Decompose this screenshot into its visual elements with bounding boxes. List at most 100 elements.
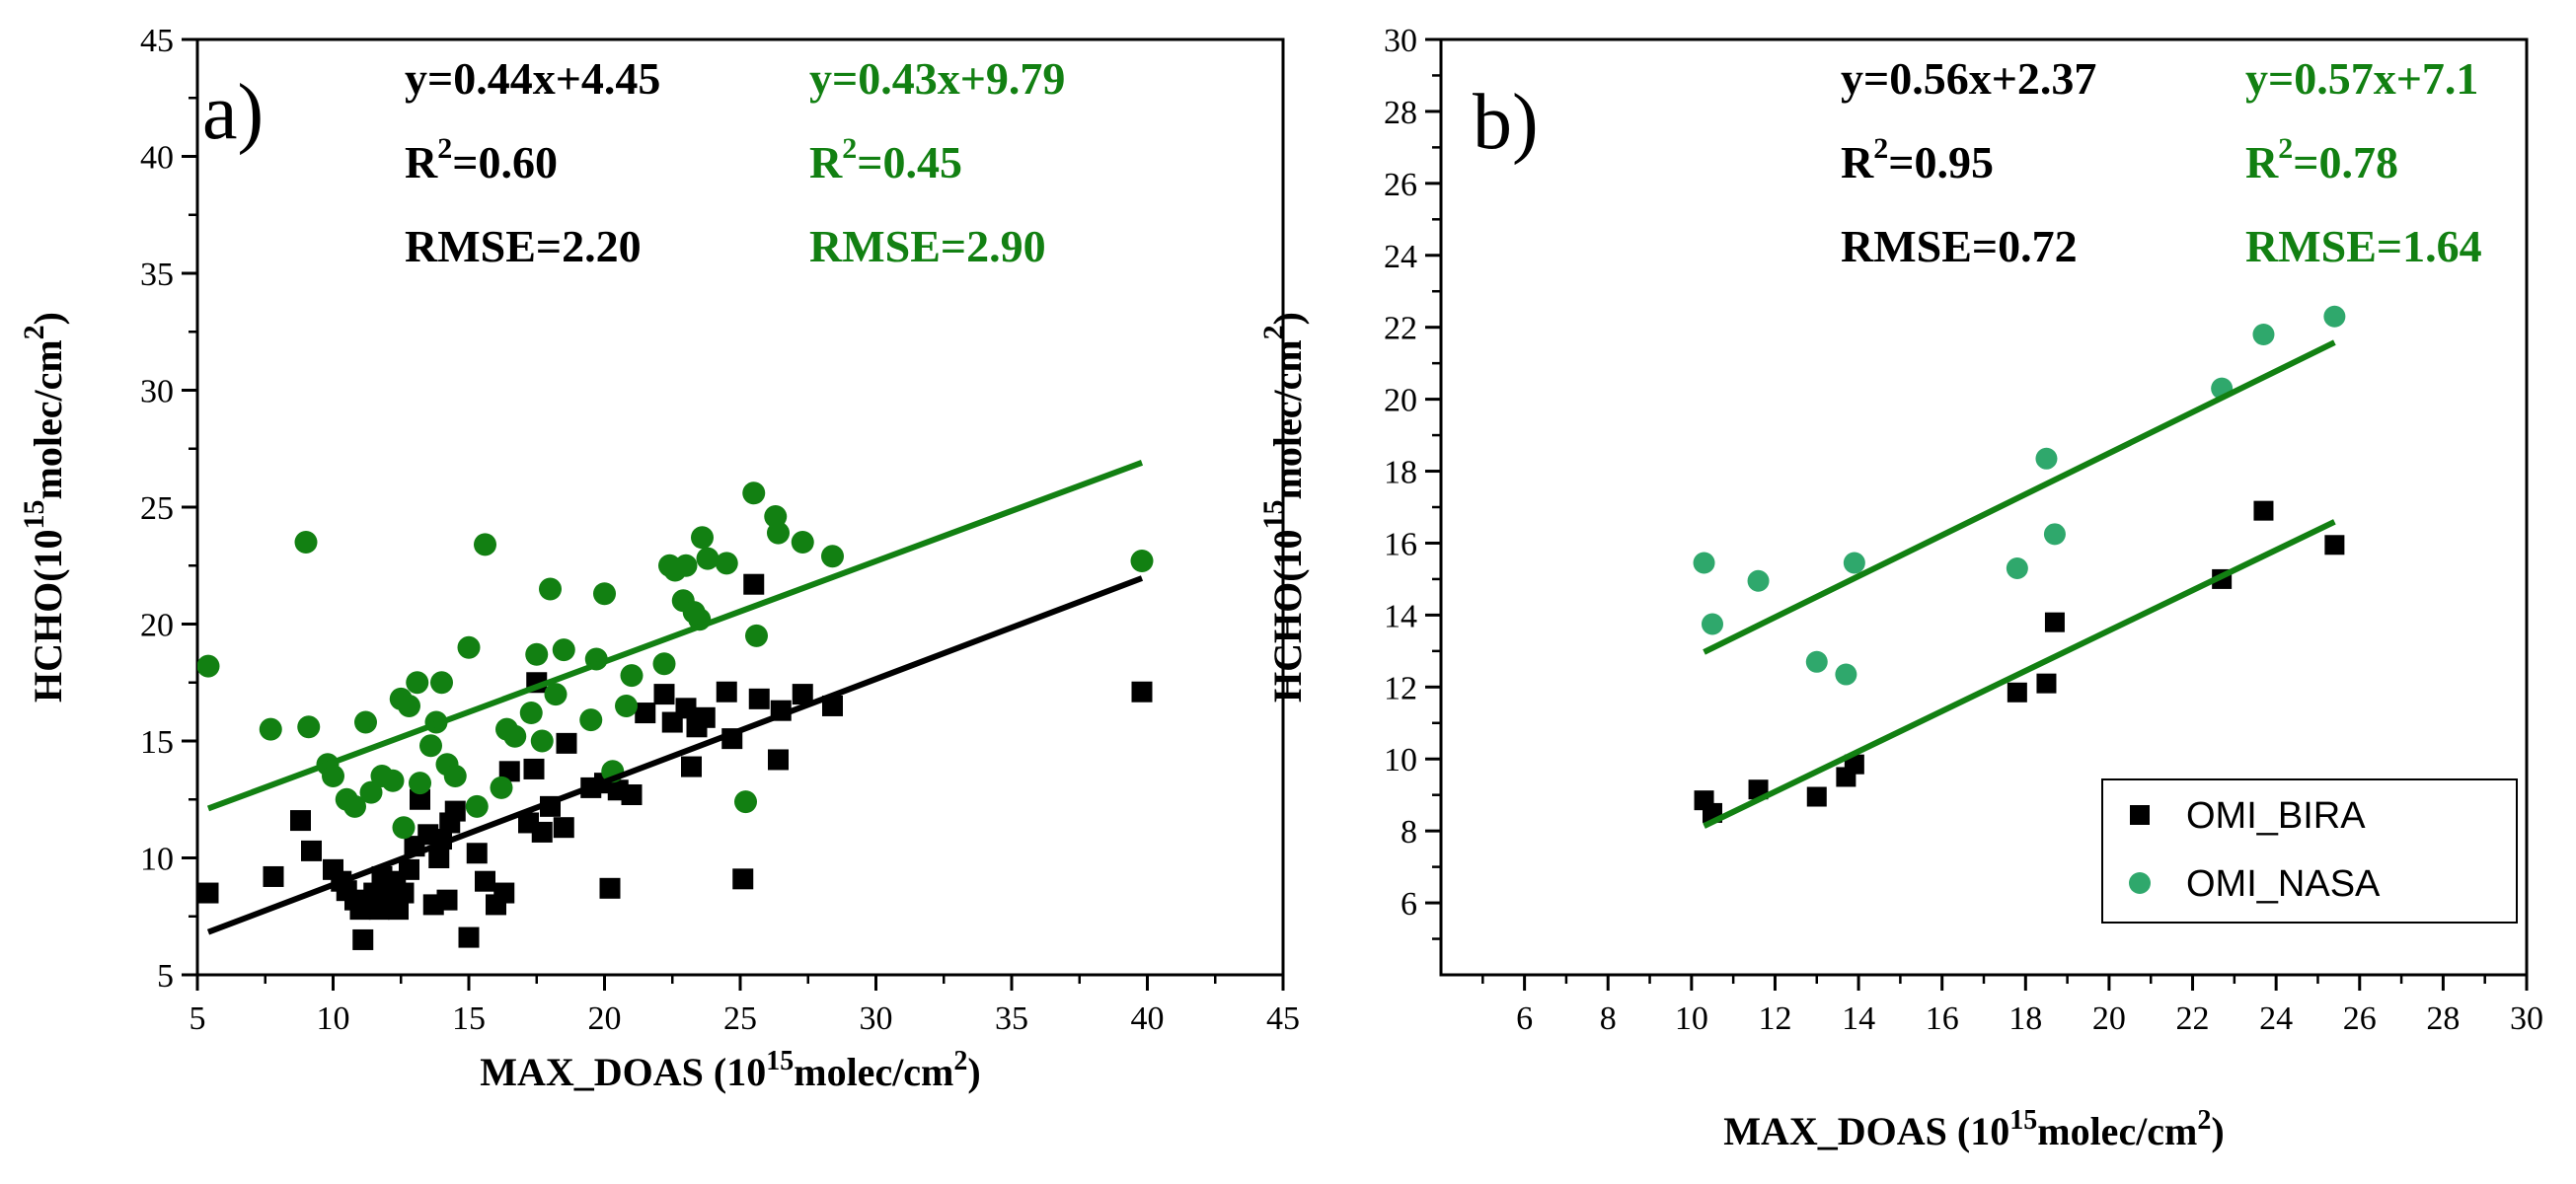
bira-rmse: RMSE=0.72: [1841, 221, 2078, 271]
x-tick-label: 20: [2092, 1000, 2126, 1037]
bira-point: [768, 749, 789, 771]
nasa-point: [652, 652, 676, 676]
x-tick-label: 15: [452, 1000, 486, 1037]
nasa-point: [715, 552, 738, 575]
bira-fit-line: [206, 575, 1144, 935]
bira-point: [743, 573, 765, 595]
nasa-point: [503, 724, 527, 748]
bira-point: [748, 688, 770, 709]
nasa-point: [767, 521, 790, 545]
bira-point: [475, 870, 495, 892]
y-tick-label: 16: [1384, 526, 1417, 562]
bira-r-squared-sup: 2: [437, 132, 452, 165]
x-tick-label: 6: [1516, 1000, 1533, 1037]
nasa-point: [1835, 663, 1857, 686]
x-tick-label: 45: [1266, 1000, 1300, 1037]
plot-data-area: [197, 460, 1154, 950]
nasa-point: [457, 635, 481, 659]
nasa-point: [552, 638, 575, 662]
bira-point: [1131, 681, 1153, 703]
nasa-equation: y=0.43x+9.79: [809, 53, 1065, 104]
nasa-point: [474, 533, 496, 556]
nasa-point: [1805, 650, 1828, 673]
nasa-point: [343, 794, 366, 818]
x-tick-label: 8: [1600, 1000, 1617, 1037]
y-axis-label-end: ): [1265, 312, 1310, 325]
bira-point: [653, 684, 675, 705]
nasa-point: [406, 671, 429, 695]
plot-frame: [195, 37, 1285, 977]
x-tick-label: 20: [588, 1000, 622, 1037]
x-tick-label: 10: [1675, 1000, 1708, 1037]
nasa-point: [294, 531, 318, 555]
x-tick-label: 28: [2426, 1000, 2460, 1037]
x-axis-label: MAX_DOAS (1015molec/cm2): [1723, 1105, 2224, 1153]
bira-point: [444, 800, 466, 822]
bira-point: [263, 865, 284, 887]
bira-point: [621, 784, 643, 806]
bira-point: [822, 695, 843, 716]
nasa-point: [1130, 550, 1154, 573]
bira-r-squared-r: R: [405, 137, 438, 187]
legend-box: [2101, 778, 2518, 924]
panel-label: b): [1473, 79, 1539, 166]
nasa-point: [615, 694, 638, 717]
x-tick-label: 12: [1758, 1000, 1791, 1037]
x-axis-label-sup: 15: [2009, 1105, 2037, 1136]
nasa-point: [409, 772, 431, 795]
x-axis-label-sup2: 2: [2197, 1105, 2211, 1136]
bira-point: [716, 681, 737, 703]
bira-point: [2007, 682, 2027, 703]
bira-point: [553, 817, 574, 839]
panel-b: 6 8 10 12 14 16 18 20 22 24 26 28 306810121416182022…: [1257, 23, 2543, 1153]
nasa-point: [197, 654, 220, 678]
y-tick-label: 20: [1384, 383, 1417, 419]
y-axis-label-sup2: 2: [18, 325, 50, 339]
nasa-point: [674, 554, 698, 577]
bira-point: [458, 926, 480, 948]
nasa-point: [359, 780, 383, 804]
nasa-equation: y=0.57x+7.1: [2245, 53, 2478, 104]
bira-rmse: RMSE=2.20: [405, 221, 642, 271]
x-tick-label: 16: [1926, 1000, 1959, 1037]
nasa-point: [1747, 569, 1770, 592]
nasa-point: [734, 790, 757, 814]
panel-label: a): [202, 69, 264, 156]
bira-point: [2036, 673, 2057, 694]
bira-point: [694, 706, 716, 728]
y-tick-label: 10: [140, 842, 174, 878]
bira-point: [2044, 612, 2065, 632]
bira-point: [410, 788, 430, 810]
nasa-fit-line: [1703, 339, 2336, 655]
x-tick-label: 35: [995, 1000, 1028, 1037]
bira-point: [428, 848, 450, 868]
x-tick-label: 5: [189, 1000, 206, 1037]
legend-nasa-label: OMI_NASA: [2186, 863, 2381, 905]
bira-point: [635, 703, 656, 724]
bira-r-squared-value: =0.60: [452, 137, 558, 187]
nasa-r-squared-value: =0.78: [2293, 137, 2398, 187]
nasa-point: [2006, 556, 2028, 579]
legend-nasa-marker: [2129, 872, 2151, 894]
nasa-point: [419, 734, 442, 758]
y-tick-label: 40: [140, 140, 174, 177]
bira-point: [531, 821, 553, 843]
nasa-point: [593, 582, 616, 606]
nasa-point: [745, 624, 768, 647]
nasa-r-squared-sup: 2: [2278, 132, 2293, 165]
y-tick-label: 45: [140, 23, 174, 59]
nasa-point: [465, 794, 489, 818]
nasa-point: [1702, 613, 1723, 635]
y-tick-label: 6: [1401, 886, 1417, 923]
x-tick-label: 25: [723, 1000, 757, 1037]
nasa-point: [2043, 523, 2066, 546]
bira-point: [197, 882, 219, 904]
nasa-point: [539, 577, 562, 601]
x-tick-label: 30: [860, 1000, 893, 1037]
bira-fit-line: [1703, 519, 2336, 829]
nasa-point: [691, 526, 714, 550]
bira-point: [290, 810, 311, 832]
y-tick-label: 26: [1384, 167, 1417, 203]
bira-r-squared: R2=0.95: [1841, 132, 1994, 187]
